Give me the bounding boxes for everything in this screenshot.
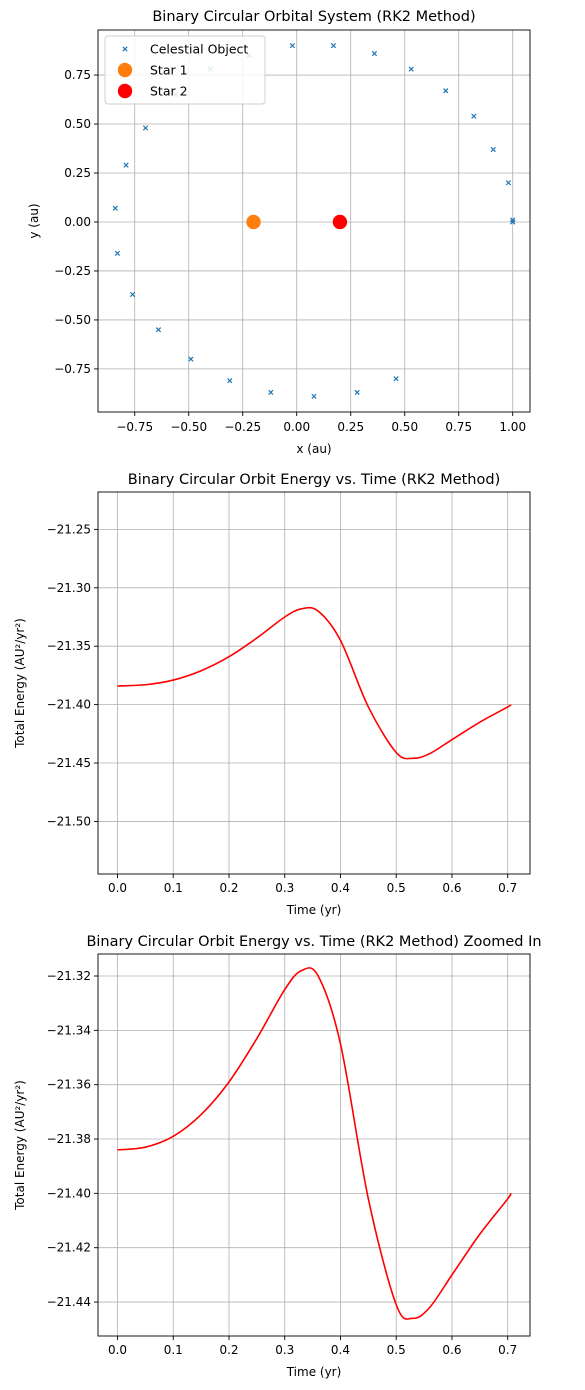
celestial-object-point	[142, 125, 149, 131]
chart-title: Binary Circular Orbit Energy vs. Time (R…	[128, 472, 500, 488]
x-tick-label: 0.50	[391, 420, 418, 434]
y-tick-label: −21.42	[47, 1241, 91, 1255]
x-tick-label: 0.25	[337, 420, 364, 434]
x-tick-label: 0.6	[442, 1343, 461, 1357]
x-tick-label: 0.7	[498, 881, 517, 895]
y-axis-label: y (au)	[27, 203, 41, 238]
star-2-marker	[332, 214, 348, 230]
legend: Celestial Object Star 1 Star 2	[104, 35, 266, 105]
x-tick-label: −0.25	[224, 420, 261, 434]
y-tick-label: −0.25	[54, 264, 91, 278]
celestial-object-point	[510, 219, 516, 225]
x-tick-label: 0.1	[164, 881, 183, 895]
plot-frame	[97, 29, 531, 413]
celestial-object-point	[129, 291, 136, 298]
y-tick-label: 0.00	[64, 215, 91, 229]
y-tick-label: −21.38	[47, 1132, 91, 1146]
chart-panel-2: 0.0 0.1 0.2 0.3 0.4 0.5 0.6 0.7 −21.50 −21.45 −21.…	[13, 472, 531, 917]
y-axis-label: Total Energy (AU²/yr²)	[13, 618, 27, 749]
energy-series-line	[117, 606, 512, 760]
celestial-object-point	[408, 66, 414, 72]
chart-title: Binary Circular Orbital System (RK2 Meth…	[152, 9, 475, 25]
celestial-object-point	[371, 50, 378, 57]
celestial-object-point	[490, 146, 496, 153]
celestial-object-point	[510, 217, 516, 223]
celestial-object-point	[268, 389, 274, 396]
y-tick-label: −21.32	[47, 969, 91, 983]
legend-marker-star-1	[117, 62, 133, 78]
x-tick-label: 0.75	[445, 420, 472, 434]
x-tick-label: 0.00	[283, 420, 310, 434]
celestial-object-point	[505, 180, 512, 186]
y-tick-label: 0.75	[64, 68, 91, 82]
x-tick-label: 1.00	[499, 420, 526, 434]
y-tick-label: −21.34	[47, 1023, 91, 1037]
chart-title: Binary Circular Orbit Energy vs. Time (R…	[86, 934, 541, 950]
celestial-object-point	[393, 376, 399, 382]
y-tick-label: −21.36	[47, 1078, 91, 1092]
y-tick-label: −21.44	[47, 1295, 91, 1309]
y-tick-label: 0.50	[64, 117, 91, 131]
energy-series-line	[117, 967, 512, 1320]
y-tick-label: −21.25	[47, 522, 91, 536]
x-axis-label: Time (yr)	[286, 903, 342, 917]
x-tick-label: 0.2	[219, 1343, 238, 1357]
x-tick-label: 0.3	[275, 881, 294, 895]
x-tick-label: 0.2	[219, 881, 238, 895]
y-tick-label: 0.25	[64, 166, 91, 180]
y-tick-label: −0.75	[54, 362, 91, 376]
y-tick-label: −0.50	[54, 313, 91, 327]
y-tick-label: −21.30	[47, 581, 91, 595]
star-1-marker	[246, 214, 261, 230]
celestial-object-point	[311, 393, 317, 399]
celestial-object-point	[112, 205, 118, 211]
celestial-object-point	[155, 327, 162, 333]
x-tick-label: 0.0	[108, 881, 127, 895]
celestial-object-point	[114, 250, 121, 256]
y-tick-label: −21.45	[47, 756, 91, 770]
plot-frame	[97, 491, 531, 875]
x-tick-label: 0.4	[331, 881, 350, 895]
x-tick-label: 0.4	[331, 1343, 350, 1357]
celestial-object-point	[354, 389, 360, 396]
celestial-object-point	[443, 88, 449, 94]
celestial-object-point	[123, 162, 129, 168]
x-tick-label: 0.1	[164, 1343, 183, 1357]
x-tick-label: 0.5	[387, 881, 406, 895]
legend-label: Celestial Object	[150, 42, 248, 57]
legend-marker-celestial-object	[122, 46, 128, 52]
x-axis-label: x (au)	[296, 442, 331, 456]
legend-marker-star-2	[117, 83, 133, 99]
x-tick-label: −0.75	[116, 420, 153, 434]
celestial-object-point	[330, 43, 337, 49]
x-tick-label: 0.3	[275, 1343, 294, 1357]
x-tick-label: 0.6	[442, 881, 461, 895]
chart-panel-1: −0.75 −0.50 −0.25 0.00 0.25 0.50 0.75 1.00 −0.75…	[27, 9, 531, 456]
celestial-object-point	[289, 43, 296, 49]
x-tick-label: 0.0	[108, 1343, 127, 1357]
y-tick-label: −21.40	[47, 1186, 91, 1200]
celestial-object-point	[227, 378, 233, 384]
plot-frame	[97, 953, 531, 1337]
x-tick-label: 0.7	[498, 1343, 517, 1357]
y-tick-label: −21.50	[47, 814, 91, 828]
y-tick-label: −21.35	[47, 639, 91, 653]
chart-panel-3: 0.0 0.1 0.2 0.3 0.4 0.5 0.6 0.7 −21.44 −21.42 −21.…	[13, 934, 542, 1379]
legend-label: Star 1	[150, 63, 188, 78]
legend-box	[104, 35, 266, 105]
x-axis-label: Time (yr)	[286, 1365, 342, 1379]
celestial-object-point	[471, 113, 477, 119]
x-tick-label: −0.50	[170, 420, 207, 434]
celestial-object-point	[188, 356, 194, 362]
y-axis-label: Total Energy (AU²/yr²)	[13, 1080, 27, 1211]
y-tick-label: −21.40	[47, 698, 91, 712]
legend-label: Star 2	[150, 84, 188, 99]
x-tick-label: 0.5	[387, 1343, 406, 1357]
